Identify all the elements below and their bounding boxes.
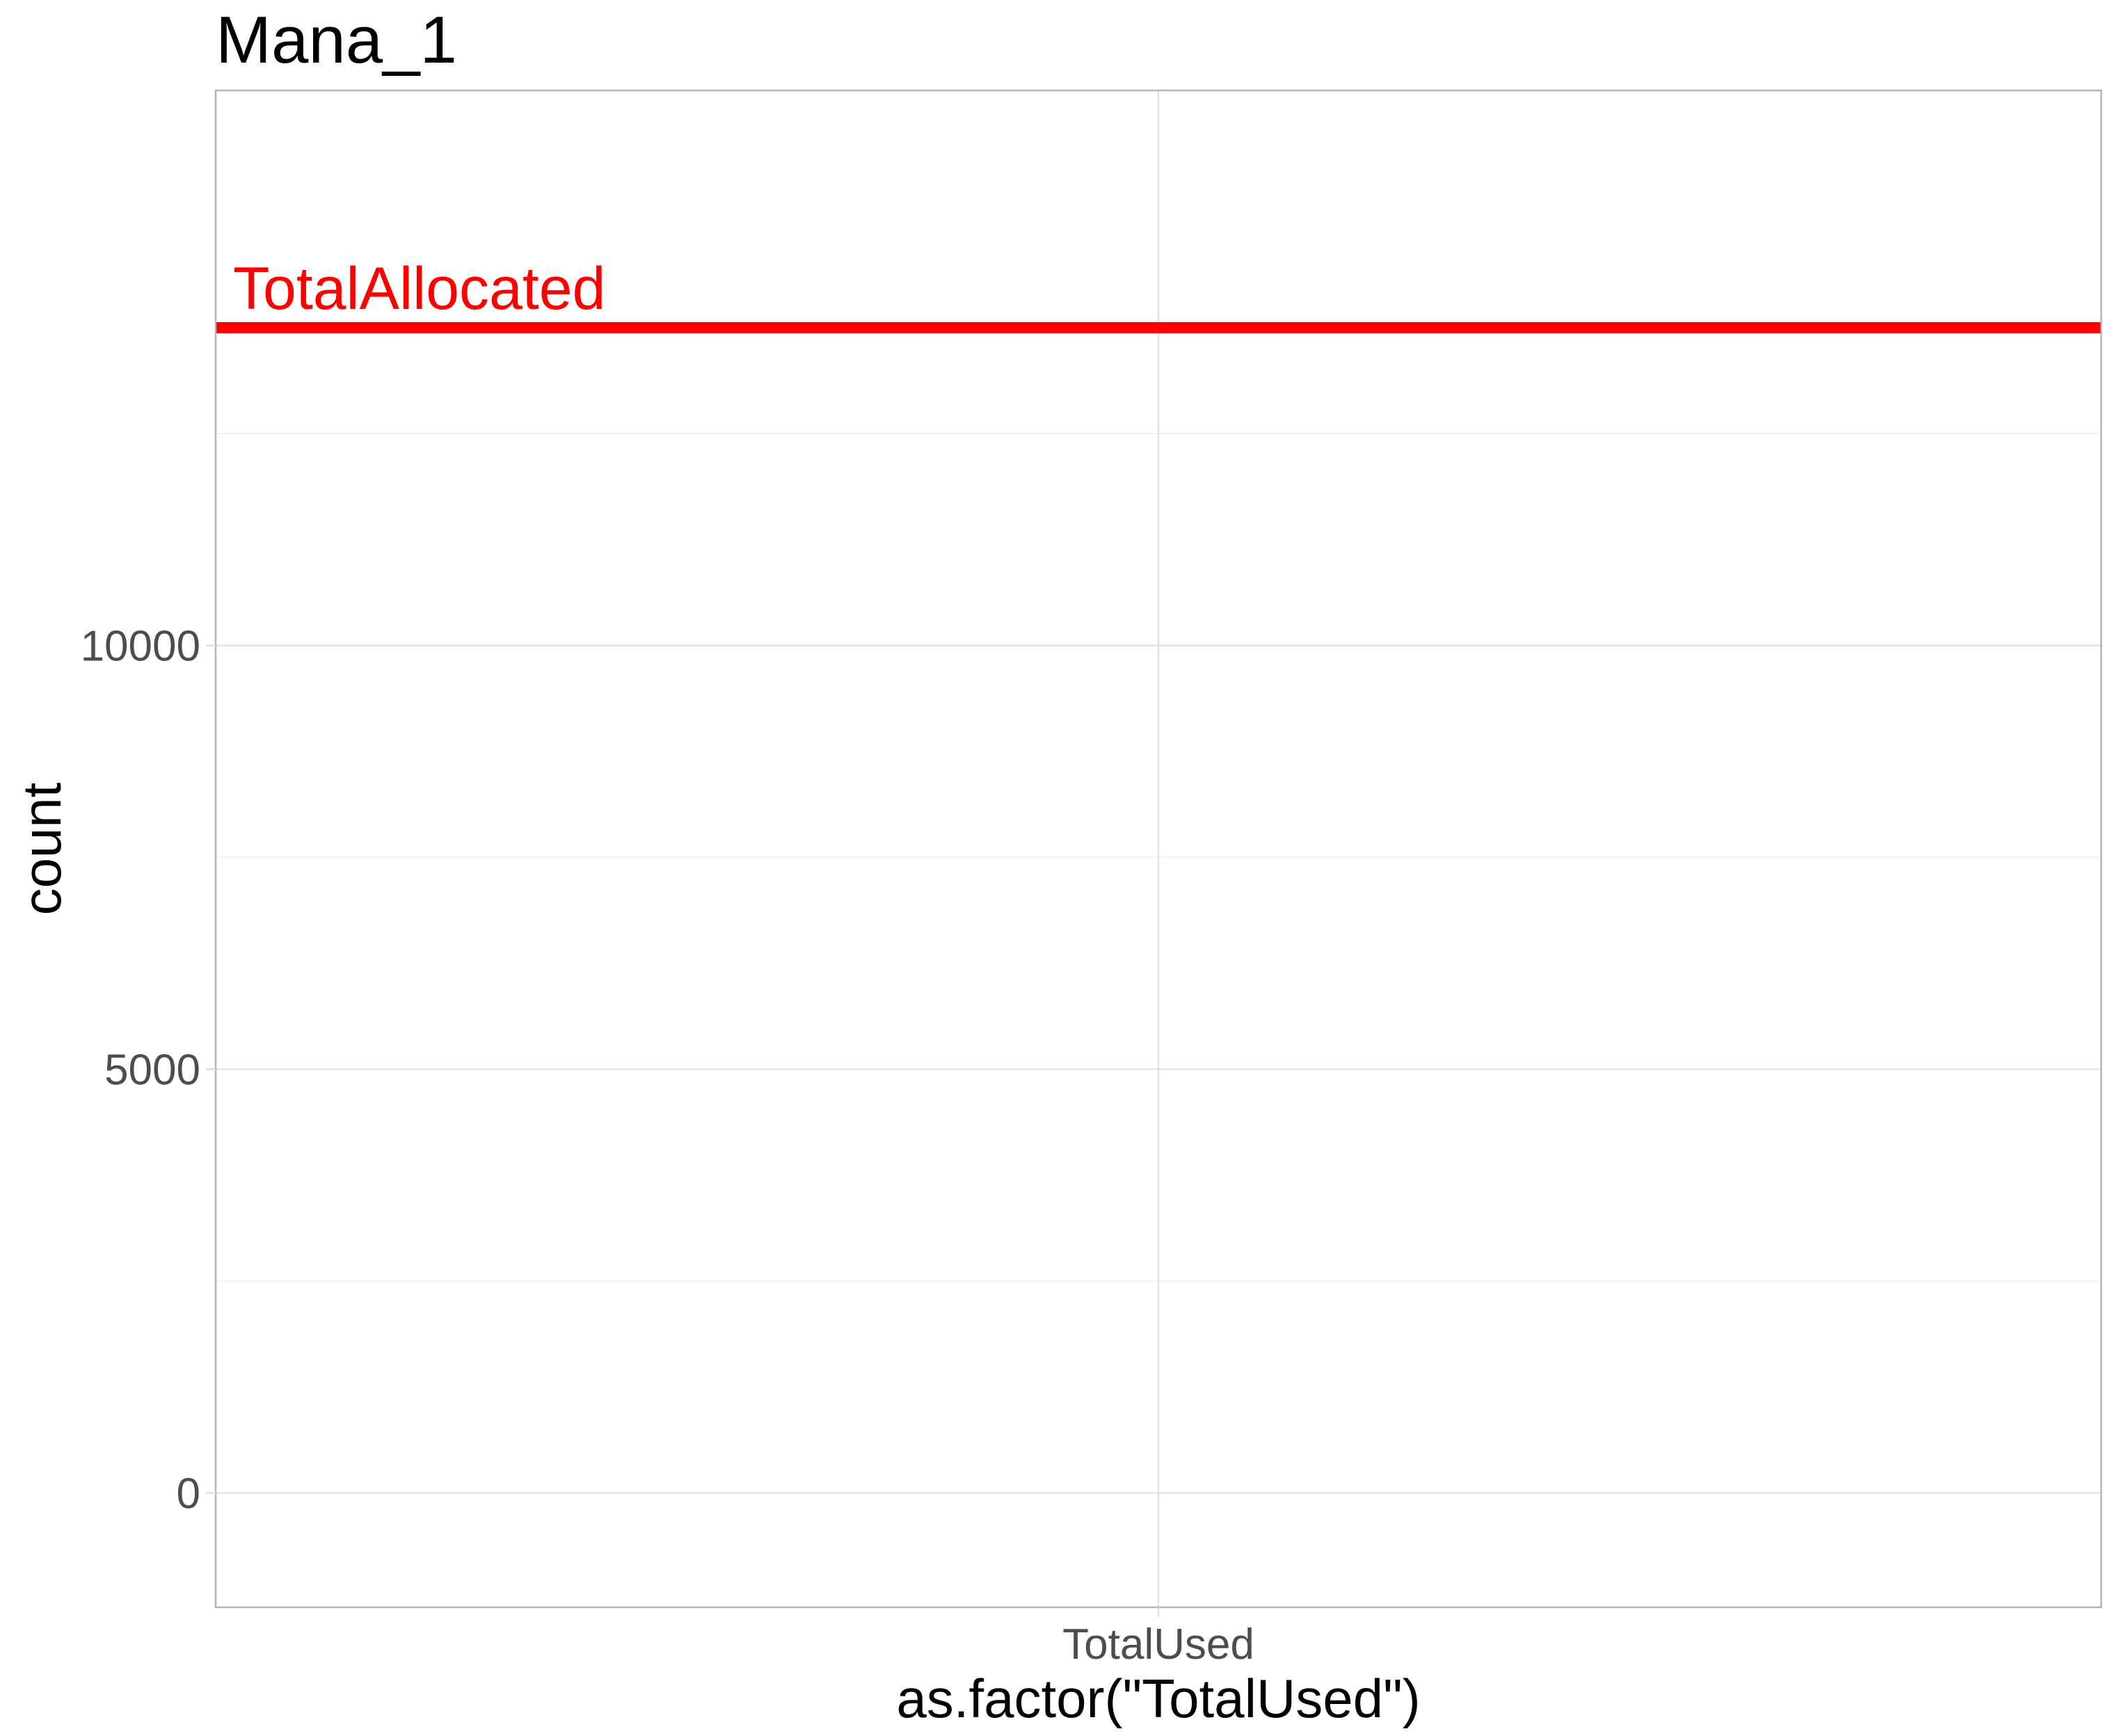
x-tick-label: TotalUsed [1062, 1620, 1254, 1669]
x-axis-title: as.factor("TotalUsed") [896, 1668, 1420, 1729]
reference-line-label: TotalAllocated [233, 255, 605, 322]
x-axis: TotalUsed [1062, 1607, 1254, 1669]
grid-layer [216, 90, 2101, 1607]
y-tick-label: 5000 [104, 1046, 200, 1094]
y-tick-label: 0 [177, 1470, 200, 1518]
y-axis-title: count [11, 782, 72, 915]
y-tick-label: 10000 [81, 623, 200, 671]
y-axis: 0 5000 10000 [81, 623, 216, 1518]
marks-layer: TotalAllocated [216, 255, 2101, 334]
chart-title: Mana_1 [216, 3, 457, 77]
